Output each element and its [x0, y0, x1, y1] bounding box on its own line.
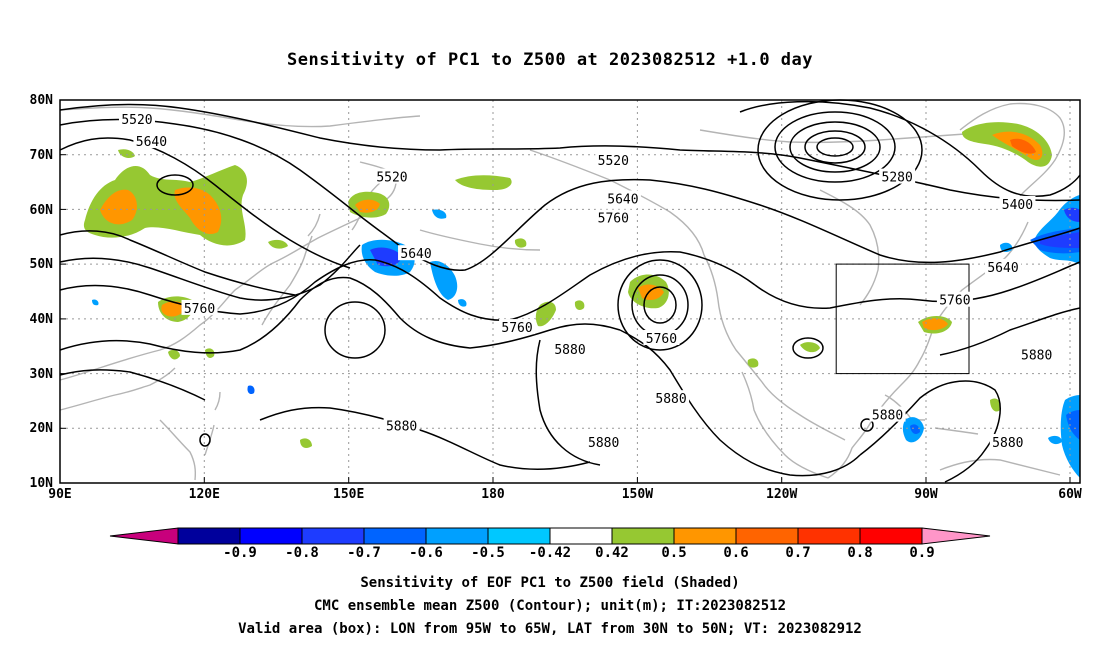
contour-label: 5640 [136, 135, 167, 150]
contour-label-bg [373, 168, 410, 184]
lat-label-50n: 50N [30, 257, 54, 272]
contour-label-bg [989, 433, 1026, 449]
contour-label: 5400 [1002, 198, 1033, 213]
colorbar-max-extension [921, 527, 991, 545]
map-title: Sensitivity of PC1 to Z500 at 2023082512… [286, 50, 813, 70]
lon-label-180: 180 [481, 487, 505, 502]
contour-label: 5880 [554, 343, 585, 358]
lat-label-30n: 30N [30, 367, 54, 382]
z500-contours [59, 99, 1081, 483]
contour-label-bg [653, 390, 690, 406]
contour-label: 5880 [872, 409, 903, 424]
contour-label: 5520 [121, 113, 152, 128]
contour-label: 5640 [607, 192, 638, 207]
colorbar-box [425, 527, 489, 545]
colorbar-tick-label: -0.42 [529, 545, 571, 561]
colorbar-box [673, 527, 737, 545]
caption-valid-area: Valid area (box): LON from 95W to 65W, L… [238, 621, 862, 637]
colorbar: -0.9 -0.8 -0.7 -0.6 -0.5 -0.42 0.42 0.5 0.6 0.7 0.… [109, 527, 991, 561]
contour-label-bg [936, 291, 973, 307]
contour-label: 5520 [598, 154, 629, 169]
colorbar-tick-label: -0.5 [471, 545, 505, 561]
colorbar-min-extension [109, 527, 179, 545]
grid-lines [60, 100, 1080, 483]
contour-labels: 5520 5640 5520 5520 5280 5640 5760 5400 5640 5640… [118, 111, 1055, 451]
contour-label-bg [181, 299, 218, 315]
contour-label-bg [604, 190, 641, 206]
caption-contour: CMC ensemble mean Z500 (Contour); unit(m… [313, 598, 786, 614]
colorbar-tick-label: 0.5 [661, 545, 686, 561]
valid-area-box [835, 263, 970, 375]
contour-label: 5880 [386, 420, 417, 435]
colorbar-box [797, 527, 861, 545]
colorbar-tick-label: -0.6 [409, 545, 443, 561]
contour-label: 5640 [987, 261, 1018, 276]
contour-label-bg [643, 330, 680, 346]
contour-label: 5880 [1021, 348, 1052, 363]
contour-label-bg [595, 209, 632, 225]
contour-label: 5880 [588, 436, 619, 451]
colorbar-tick-label: -0.7 [347, 545, 381, 561]
contour-label-bg [118, 111, 155, 127]
contour-label-bg [595, 152, 632, 168]
contour-label: 5640 [400, 247, 431, 262]
caption-shading: Sensitivity of EOF PC1 to Z500 field (Sh… [360, 575, 740, 591]
colorbar-tick-label: 0.6 [723, 545, 748, 561]
contour-label: 5760 [501, 321, 532, 336]
contour-label-bg [999, 195, 1036, 211]
contour-label-bg [552, 340, 588, 356]
colorbar-tick-label: -0.9 [223, 545, 257, 561]
colorbar-box [487, 527, 551, 545]
lat-label-20n: 20N [30, 421, 54, 436]
contour-label: 5880 [655, 392, 686, 407]
contour-label-bg [585, 433, 622, 449]
lon-label-90e: 90E [48, 487, 71, 502]
contour-label: 5880 [992, 436, 1023, 451]
contour-label-bg [985, 258, 1022, 274]
contour-label: 5760 [646, 332, 677, 347]
colorbar-box [177, 527, 241, 545]
contour-label: 5760 [598, 212, 629, 227]
contour-label-bg [1018, 346, 1055, 362]
lon-label-120e: 120E [189, 487, 220, 502]
lat-label-80n: 80N [30, 93, 54, 108]
colorbar-box [301, 527, 365, 545]
lon-label-120w: 120W [766, 487, 797, 502]
colorbar-box [363, 527, 427, 545]
colorbar-tick-label: 0.7 [785, 545, 810, 561]
lat-label-70n: 70N [30, 148, 54, 163]
colorbar-box [611, 527, 675, 545]
contour-label: 5520 [376, 171, 407, 186]
contour-label-bg [133, 133, 170, 149]
lat-label-40n: 40N [30, 312, 54, 327]
contour-label-bg [499, 319, 536, 335]
colorbar-box [239, 527, 303, 545]
colorbar-tick-label: 0.42 [595, 545, 629, 561]
coastlines [59, 102, 1066, 481]
lon-label-150e: 150E [333, 487, 364, 502]
longitude-labels: 90E 120E 150E 180 150W 120W 90W 60W [48, 487, 1082, 502]
colorbar-tick-label: 0.8 [847, 545, 872, 561]
contour-label-bg [879, 168, 916, 184]
contour-label: 5760 [939, 294, 970, 309]
lon-label-150w: 150W [622, 487, 653, 502]
colorbar-tick-label: 0.9 [909, 545, 934, 561]
lon-label-60w: 60W [1058, 487, 1082, 502]
contour-label-bg [383, 417, 420, 433]
map-frame [59, 99, 1081, 484]
contour-label: 5280 [882, 171, 913, 186]
colorbar-tick-label: -0.8 [285, 545, 319, 561]
latitude-labels: 80N 70N 60N 50N 40N 30N 20N 10N [30, 93, 54, 491]
colorbar-box [859, 527, 923, 545]
sensitivity-shading [83, 122, 1080, 478]
lon-label-90w: 90W [914, 487, 938, 502]
colorbar-box [549, 527, 613, 545]
contour-label-bg [869, 406, 906, 422]
lat-label-10n: 10N [30, 476, 54, 491]
contour-label-bg [398, 245, 435, 261]
colorbar-box [735, 527, 799, 545]
lat-label-60n: 60N [30, 203, 54, 218]
contour-label: 5760 [184, 302, 215, 317]
